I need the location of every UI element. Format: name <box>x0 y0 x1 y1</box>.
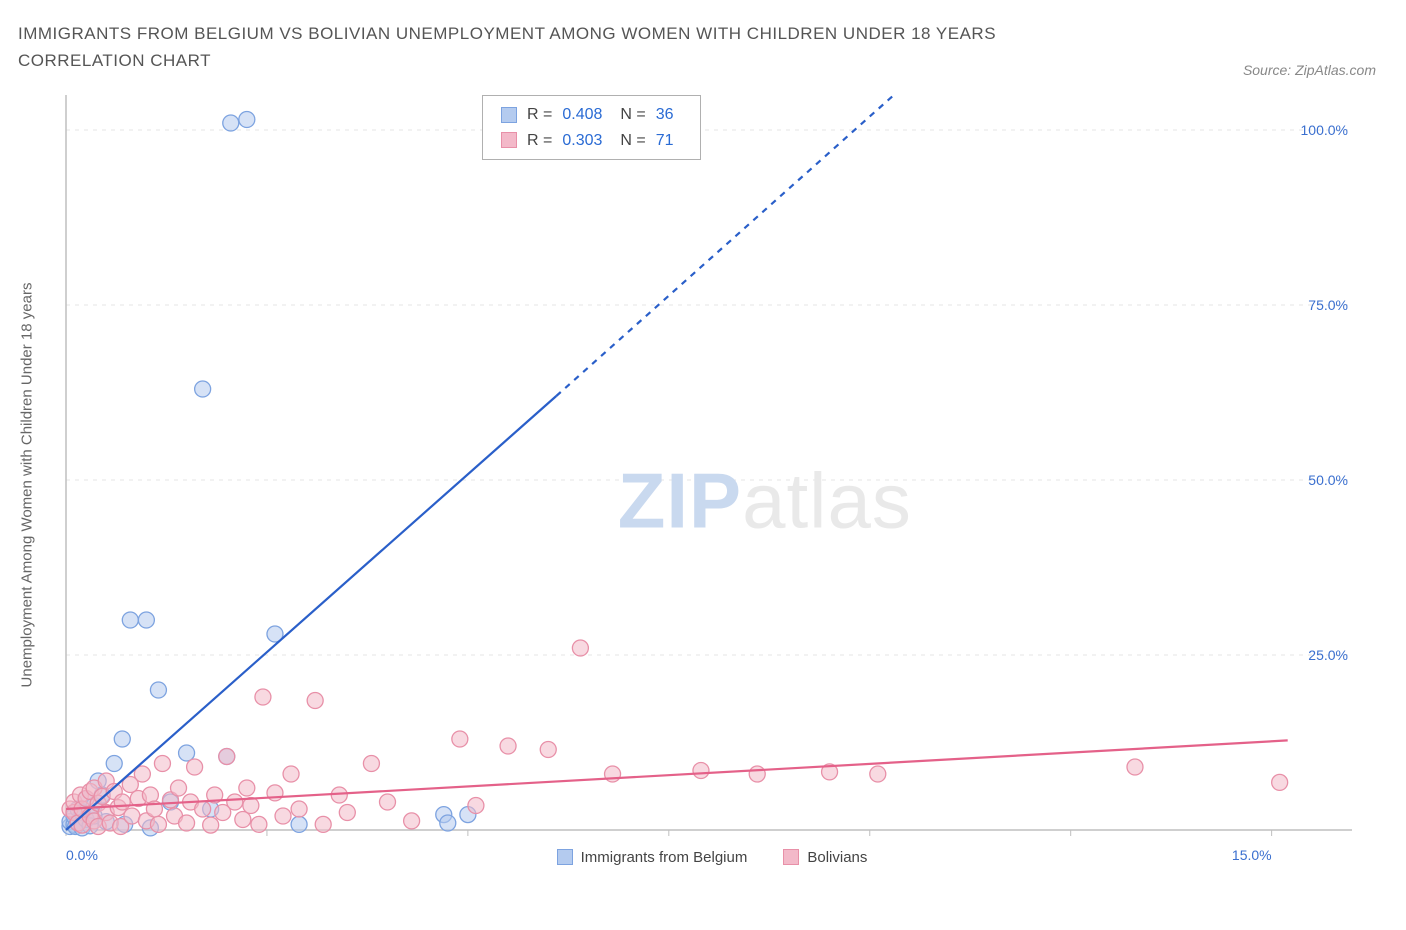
point-series-1 <box>404 813 420 829</box>
point-series-1 <box>1127 759 1143 775</box>
stat-n-1: 71 <box>656 128 674 154</box>
point-series-0 <box>223 115 239 131</box>
trendline-0 <box>66 396 556 830</box>
y-tick-label: 75.0% <box>1308 297 1348 313</box>
y-tick-label: 25.0% <box>1308 647 1348 663</box>
swatch-series-1 <box>501 132 517 148</box>
point-series-1 <box>150 816 166 832</box>
point-series-0 <box>239 112 255 128</box>
y-tick-label: 50.0% <box>1308 472 1348 488</box>
stat-n-0: 36 <box>656 102 674 128</box>
point-series-0 <box>106 756 122 772</box>
point-series-1 <box>452 731 468 747</box>
plot-area: Unemployment Among Women with Children U… <box>52 95 1372 875</box>
point-series-1 <box>179 815 195 831</box>
y-axis-label: Unemployment Among Women with Children U… <box>19 283 36 688</box>
point-series-1 <box>693 763 709 779</box>
point-series-0 <box>179 745 195 761</box>
legend-label-1: Bolivians <box>807 849 867 866</box>
point-series-1 <box>187 759 203 775</box>
stats-panel: R = 0.408 N = 36 R = 0.303 N = 71 <box>482 95 701 160</box>
point-series-1 <box>315 816 331 832</box>
point-series-1 <box>227 794 243 810</box>
bottom-legend: Immigrants from Belgium Bolivians <box>52 849 1372 870</box>
point-series-1 <box>154 756 170 772</box>
point-series-0 <box>138 612 154 628</box>
point-series-1 <box>307 693 323 709</box>
point-series-1 <box>195 801 211 817</box>
stats-row-series-1: R = 0.303 N = 71 <box>501 128 682 154</box>
point-series-1 <box>380 794 396 810</box>
point-series-1 <box>251 816 267 832</box>
legend-item-0: Immigrants from Belgium <box>557 849 748 866</box>
point-series-1 <box>235 812 251 828</box>
point-series-1 <box>1272 774 1288 790</box>
point-series-1 <box>339 805 355 821</box>
scatter-chart: 0.0%15.0% 25.0%50.0%75.0%100.0% <box>52 95 1372 875</box>
point-series-1 <box>283 766 299 782</box>
point-series-0 <box>440 815 456 831</box>
legend-swatch-0 <box>557 849 573 865</box>
point-series-1 <box>171 780 187 796</box>
point-series-0 <box>150 682 166 698</box>
point-series-1 <box>363 756 379 772</box>
legend-label-0: Immigrants from Belgium <box>581 849 748 866</box>
legend-swatch-1 <box>783 849 799 865</box>
point-series-0 <box>122 612 138 628</box>
point-series-1 <box>114 794 130 810</box>
point-series-1 <box>219 749 235 765</box>
point-series-0 <box>291 816 307 832</box>
point-series-1 <box>870 766 886 782</box>
point-series-1 <box>468 798 484 814</box>
point-series-1 <box>124 808 140 824</box>
stat-r-0: 0.408 <box>562 102 602 128</box>
point-series-1 <box>255 689 271 705</box>
point-series-1 <box>275 808 291 824</box>
y-tick-label: 100.0% <box>1301 122 1348 138</box>
point-series-1 <box>203 817 219 833</box>
point-series-1 <box>540 742 556 758</box>
point-series-1 <box>291 801 307 817</box>
legend-item-1: Bolivians <box>783 849 867 866</box>
chart-title: IMMIGRANTS FROM BELGIUM VS BOLIVIAN UNEM… <box>18 20 1118 74</box>
point-series-1 <box>500 738 516 754</box>
point-series-0 <box>195 381 211 397</box>
trendline-1 <box>66 740 1288 809</box>
stat-r-1: 0.303 <box>562 128 602 154</box>
point-series-1 <box>572 640 588 656</box>
source-attribution: Source: ZipAtlas.com <box>1243 62 1376 78</box>
point-series-0 <box>114 731 130 747</box>
point-series-1 <box>749 766 765 782</box>
stats-row-series-0: R = 0.408 N = 36 <box>501 102 682 128</box>
swatch-series-0 <box>501 107 517 123</box>
point-series-1 <box>239 780 255 796</box>
